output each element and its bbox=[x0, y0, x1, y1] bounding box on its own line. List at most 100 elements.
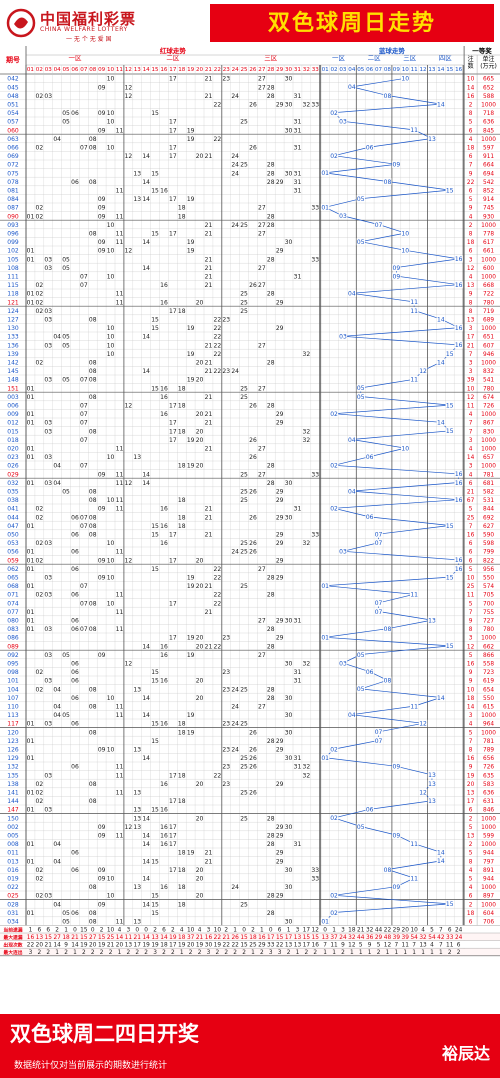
issue-number: 108 bbox=[7, 265, 19, 272]
issue-number: 056 bbox=[7, 549, 19, 556]
red-ball-number: 01 bbox=[27, 609, 35, 616]
red-ball-number: 06 bbox=[71, 678, 79, 685]
issue-number: 062 bbox=[7, 566, 19, 573]
red-ball-number: 15 bbox=[151, 910, 159, 917]
prize-amount: 705 bbox=[483, 593, 494, 599]
prize-count: 5 bbox=[469, 601, 473, 607]
issue-header: 期号 bbox=[6, 55, 20, 64]
red-ball-number: 02 bbox=[36, 876, 44, 883]
red-ball-number: 08 bbox=[89, 514, 97, 521]
red-ball-number: 30 bbox=[285, 824, 293, 831]
red-trend-title: 红球走势 bbox=[160, 46, 187, 55]
prize-count: 4 bbox=[469, 885, 473, 891]
issue-number: 019 bbox=[7, 876, 19, 883]
prize-count: 9 bbox=[469, 292, 473, 298]
prize-amount: 600 bbox=[483, 266, 494, 272]
red-ball-number: 04 bbox=[53, 712, 61, 719]
prize-amount: 944 bbox=[483, 877, 494, 883]
prize-count: 3 bbox=[469, 326, 473, 332]
red-ball-number: 17 bbox=[169, 437, 177, 444]
blue-ball-bg bbox=[409, 306, 419, 315]
red-stat-value: 17 bbox=[134, 943, 142, 949]
red-number-header: 20 bbox=[196, 67, 204, 73]
issue-number: 068 bbox=[7, 583, 19, 590]
red-stat-value: 2 bbox=[162, 950, 166, 956]
red-ball-number: 02 bbox=[36, 592, 44, 599]
logo-english-text: CHINA WELFARE LOTTERY bbox=[40, 26, 128, 33]
red-ball-number: 31 bbox=[294, 669, 302, 676]
prize-count: 7 bbox=[469, 610, 473, 616]
red-ball-number: 24 bbox=[231, 222, 239, 229]
prize-count: 16 bbox=[467, 533, 475, 539]
prize-amount: 619 bbox=[483, 679, 494, 685]
red-number-header: 23 bbox=[223, 67, 231, 73]
red-ball-number: 26 bbox=[249, 489, 257, 496]
prize-amount: 1000 bbox=[481, 326, 496, 332]
prize-count: 25 bbox=[467, 515, 475, 521]
red-stat-value: 4 bbox=[180, 927, 184, 933]
red-stat-value: 2 bbox=[126, 950, 130, 956]
red-ball-number: 28 bbox=[267, 93, 275, 100]
red-number-header: 04 bbox=[54, 67, 62, 73]
red-ball-number: 28 bbox=[267, 695, 275, 702]
trend-chart: 期号 红球走势 一区 二区 三区 蓝球走势 一区 二区 三区 四区 一等奖注数单注 (万元) 01 02 0… bbox=[0, 46, 500, 1014]
red-stat-value: 2 bbox=[82, 950, 86, 956]
footer: 双色球周二四日开奖 数据统计仅对当前展示的期数进行统计 裕辰达 bbox=[0, 1014, 500, 1078]
red-ball-number: 03 bbox=[44, 454, 52, 461]
red-ball-number: 26 bbox=[249, 790, 257, 797]
prize-count: 8 bbox=[469, 300, 473, 306]
red-ball-number: 08 bbox=[89, 394, 97, 401]
issue-number: 145 bbox=[7, 368, 19, 375]
red-ball-number: 08 bbox=[89, 884, 97, 891]
blue-ball-number: 16 bbox=[455, 480, 463, 487]
issue-number: 005 bbox=[7, 833, 19, 840]
red-ball-number: 22 bbox=[214, 102, 222, 109]
issue-number: 028 bbox=[7, 901, 19, 908]
issue-number: 081 bbox=[7, 188, 19, 195]
blue-ball-number: 08 bbox=[384, 678, 392, 685]
red-ball-number: 15 bbox=[151, 317, 159, 324]
red-ball-number: 16 bbox=[160, 188, 168, 195]
blue-ball-bg bbox=[436, 418, 446, 426]
issue-number: 138 bbox=[7, 781, 19, 788]
red-ball-number: 29 bbox=[276, 893, 284, 900]
red-stat-value: 10 bbox=[214, 927, 222, 933]
red-ball-number: 07 bbox=[80, 420, 88, 427]
red-stat-value: 25 bbox=[249, 943, 257, 949]
red-ball-number: 20 bbox=[196, 411, 204, 418]
red-ball-number: 26 bbox=[249, 102, 257, 109]
blue-ball-bg bbox=[445, 427, 454, 435]
lottery-logo: 中国福利彩票 CHINA WELFARE LOTTERY 一 无 个 无 爱 国 bbox=[6, 6, 196, 43]
issue-number: 135 bbox=[7, 772, 19, 779]
prize-count: 7 bbox=[469, 739, 473, 745]
blue-ball-number: 05 bbox=[357, 385, 365, 392]
red-ball-number: 10 bbox=[107, 342, 115, 349]
red-ball-number: 09 bbox=[98, 248, 106, 255]
red-ball-number: 14 bbox=[142, 179, 150, 186]
red-ball-number: 28 bbox=[267, 84, 275, 91]
red-number-header: 02 bbox=[36, 67, 43, 73]
red-stat-value: 19 bbox=[98, 943, 106, 949]
blue-ball-bg bbox=[365, 668, 374, 676]
red-ball-number: 20 bbox=[196, 678, 204, 685]
red-ball-number: 26 bbox=[249, 729, 257, 736]
red-ball-number: 16 bbox=[160, 506, 168, 513]
blue-ball-bg bbox=[445, 349, 454, 358]
blue-stat-value: 36 bbox=[366, 935, 374, 941]
red-ball-number: 02 bbox=[36, 893, 44, 900]
blue-ball-number: 13 bbox=[428, 772, 436, 779]
red-ball-number: 09 bbox=[98, 652, 106, 659]
red-stat-value: 22 bbox=[231, 943, 239, 949]
red-ball-number: 19 bbox=[187, 463, 195, 470]
red-ball-number: 26 bbox=[249, 437, 257, 444]
blue-stat-value: 24 bbox=[455, 927, 463, 933]
prize-count: 22 bbox=[467, 180, 475, 186]
blue-ball-bg bbox=[374, 736, 383, 745]
red-ball-number: 05 bbox=[62, 910, 70, 917]
issue-number: 080 bbox=[7, 618, 19, 625]
prize-amount: 1000 bbox=[481, 438, 496, 444]
red-number-header: 21 bbox=[205, 67, 213, 73]
red-ball-number: 27 bbox=[258, 566, 266, 573]
blue-ball-bg bbox=[436, 857, 446, 865]
red-ball-number: 19 bbox=[187, 652, 195, 659]
